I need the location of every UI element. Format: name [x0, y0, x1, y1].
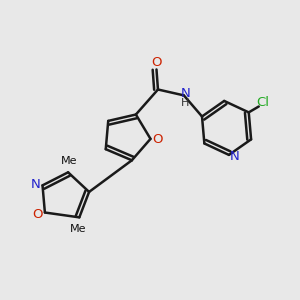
Text: H: H	[181, 98, 190, 108]
Text: O: O	[152, 133, 163, 146]
Text: O: O	[151, 56, 162, 70]
Text: Me: Me	[61, 156, 78, 166]
Text: N: N	[229, 150, 239, 163]
Text: N: N	[181, 87, 190, 101]
Text: N: N	[31, 178, 41, 191]
Text: O: O	[32, 208, 43, 221]
Text: Me: Me	[70, 224, 86, 233]
Text: Cl: Cl	[256, 96, 269, 109]
